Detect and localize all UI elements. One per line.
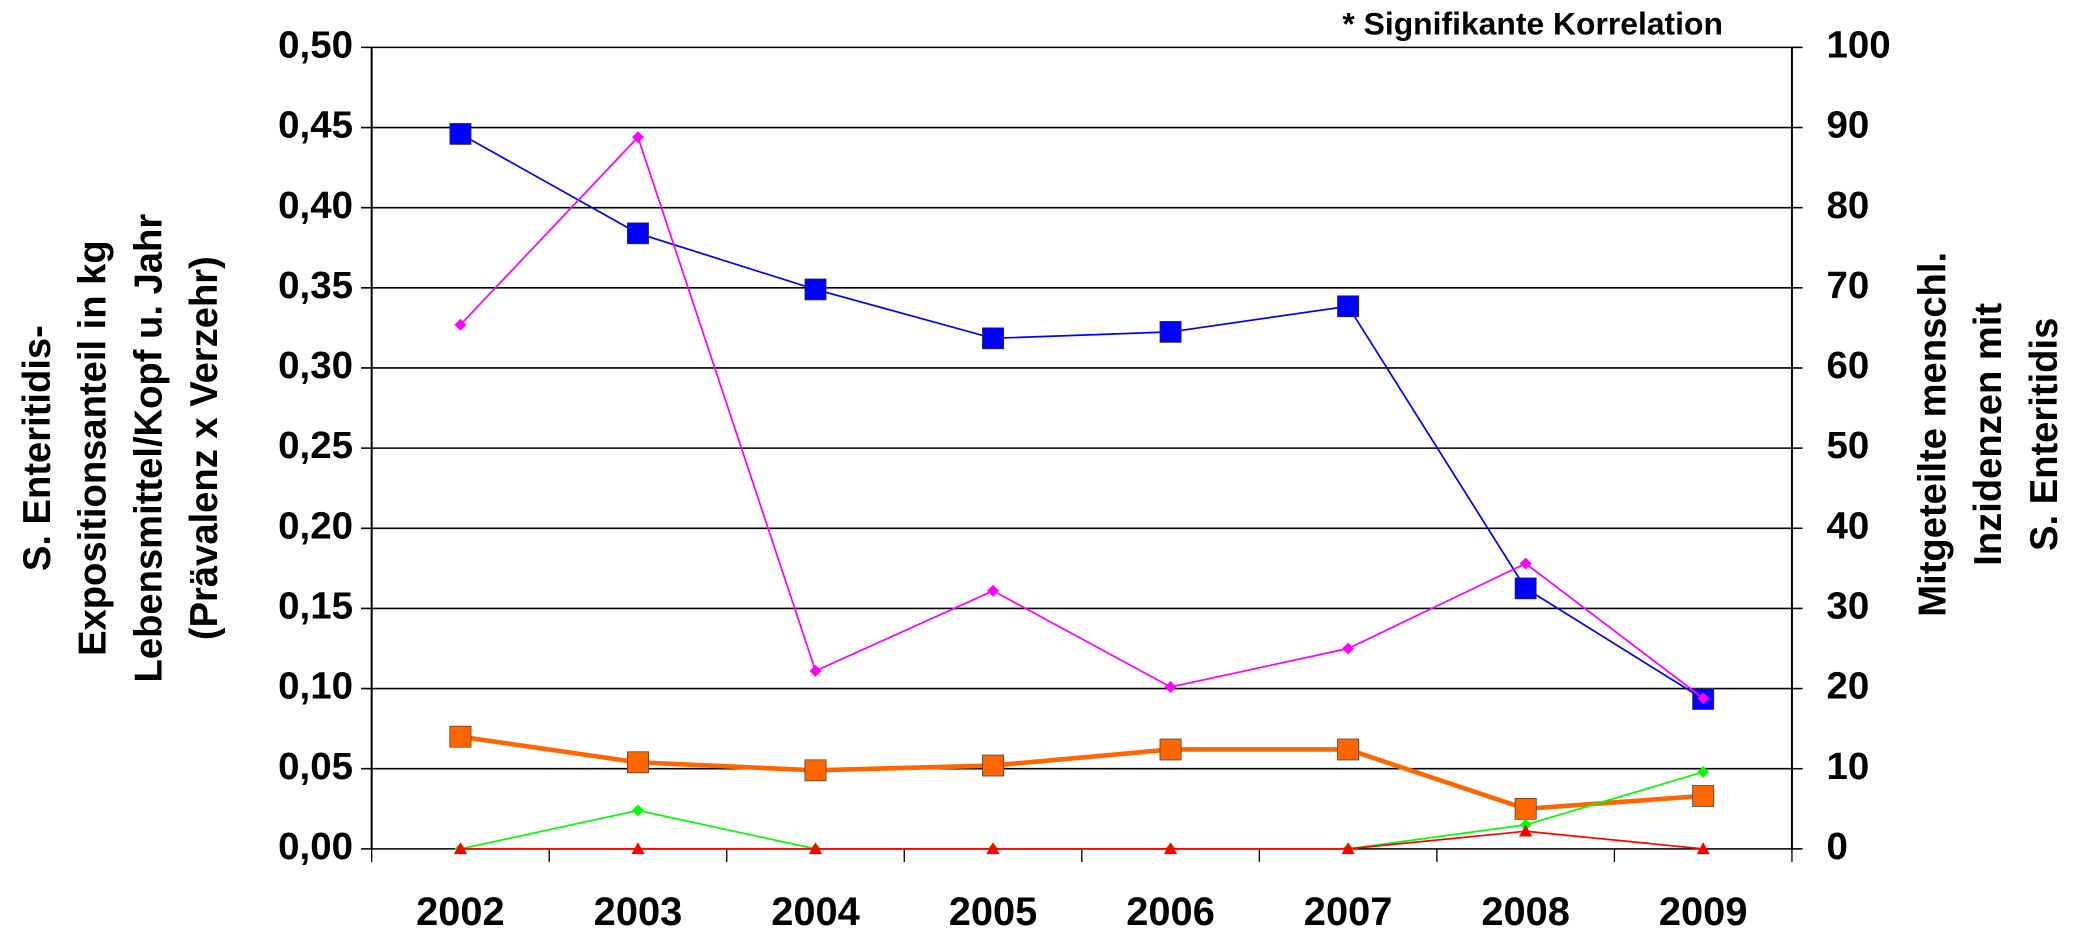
y2-tick-label: 20 xyxy=(1826,665,1869,708)
x-tick-label: 2002 xyxy=(416,890,505,934)
y-tick-label: 0,15 xyxy=(278,585,353,628)
marker xyxy=(1519,824,1533,837)
y2-tick-label: 0 xyxy=(1826,825,1847,868)
marker xyxy=(631,842,645,855)
x-tick-label: 2005 xyxy=(949,890,1038,934)
series-line xyxy=(460,133,1704,700)
x-tick-label: 2009 xyxy=(1659,890,1748,934)
marker xyxy=(982,327,1004,350)
y2-tick-label: 10 xyxy=(1826,745,1869,788)
y2-tick-label: 50 xyxy=(1826,424,1869,467)
x-tick-label: 2006 xyxy=(1126,890,1215,934)
marker xyxy=(809,665,822,677)
series-line xyxy=(460,734,1704,812)
marker xyxy=(1697,692,1710,705)
y2-tick-label: 40 xyxy=(1826,505,1869,548)
marker xyxy=(987,584,1000,597)
y2-tick-label: 70 xyxy=(1826,264,1869,307)
marker xyxy=(631,804,644,817)
y-tick-label: 0,10 xyxy=(278,665,353,708)
marker xyxy=(1514,797,1537,820)
marker xyxy=(986,842,1000,855)
x-tick-label: 2008 xyxy=(1481,890,1570,934)
marker xyxy=(1341,842,1355,855)
marker xyxy=(1159,738,1182,761)
y-tick-label: 0,45 xyxy=(278,104,353,147)
y-tick-label: 0,35 xyxy=(278,264,353,307)
marker xyxy=(1163,842,1178,855)
marker xyxy=(804,759,827,782)
y-tick-label: 0,40 xyxy=(278,184,353,227)
marker xyxy=(1337,738,1360,761)
y-axis-label: Lebensmittel/Kopf u. Jahr xyxy=(127,214,170,683)
y2-tick-label: 60 xyxy=(1826,344,1869,387)
annotation: * Signifikante Korrelation xyxy=(1342,6,1723,42)
series-line xyxy=(460,830,1704,850)
y-tick-label: 0,05 xyxy=(278,745,353,788)
y-tick-label: 0,00 xyxy=(278,825,353,868)
series-line xyxy=(459,135,1704,699)
marker xyxy=(1164,681,1177,693)
y2-tick-label: 80 xyxy=(1826,184,1869,227)
y-tick-label: 0,25 xyxy=(278,424,353,467)
marker xyxy=(804,278,827,301)
y2-axis-label: Mitgeteilte menschl. xyxy=(1911,252,1954,617)
marker xyxy=(453,842,468,855)
y2-axis-label: Inzidenzen mit xyxy=(1967,303,2010,566)
y-axis-label: Expositionsanteil in kg xyxy=(72,240,115,656)
y2-tick-label: 90 xyxy=(1826,104,1869,147)
marker xyxy=(449,725,472,748)
marker xyxy=(1159,321,1182,343)
marker xyxy=(627,751,649,774)
marker xyxy=(1519,557,1532,570)
marker xyxy=(454,318,467,331)
y2-axis-label: S. Enteritidis xyxy=(2023,318,2066,551)
y-tick-label: 0,50 xyxy=(278,24,353,67)
y-axis-label: S. Enteritidis- xyxy=(16,325,59,571)
marker xyxy=(808,842,823,855)
x-tick-label: 2007 xyxy=(1304,890,1393,934)
marker xyxy=(627,222,649,245)
y2-tick-label: 30 xyxy=(1826,585,1869,628)
marker xyxy=(1342,642,1355,655)
x-tick-label: 2003 xyxy=(594,890,683,934)
y2-tick-label: 100 xyxy=(1826,24,1890,67)
marker xyxy=(1697,766,1710,778)
marker xyxy=(1696,842,1710,855)
marker xyxy=(449,123,472,145)
y-tick-label: 0,30 xyxy=(278,344,353,387)
marker xyxy=(1337,295,1360,318)
y-axis-label: (Prävalenz x Verzehr) xyxy=(183,256,226,640)
marker xyxy=(1692,785,1715,807)
x-tick-label: 2004 xyxy=(771,890,860,934)
marker xyxy=(1514,577,1537,600)
y-tick-label: 0,20 xyxy=(278,505,353,548)
marker xyxy=(982,754,1004,777)
